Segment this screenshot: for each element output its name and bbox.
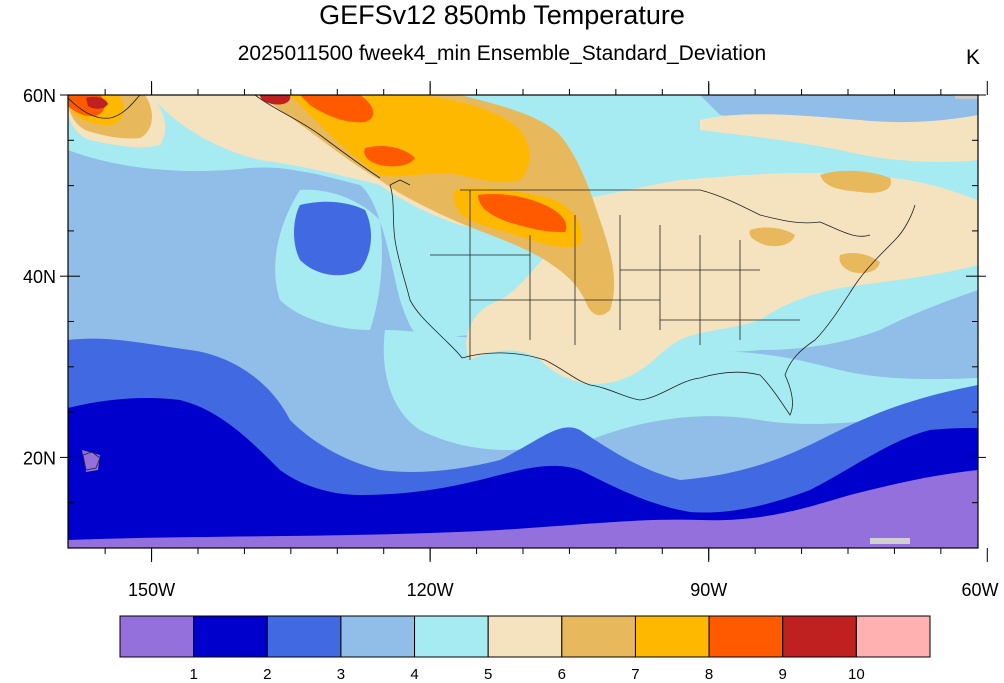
colorbar-swatch	[855, 615, 931, 658]
colorbar-label: 7	[631, 666, 639, 683]
axis-ticks	[60, 81, 988, 562]
lat-label: 20N	[23, 448, 56, 468]
colorbar-swatch	[634, 615, 710, 658]
coastlines	[68, 95, 916, 471]
colorbar-label: 6	[558, 666, 566, 683]
colorbar-swatch	[340, 615, 416, 658]
map-subtitle: 2025011500 fweek4_min Ensemble_Standard_…	[237, 42, 767, 65]
lon-label: 150W	[128, 580, 175, 600]
lon-label: 120W	[407, 580, 454, 600]
colorbar-label: 4	[410, 666, 418, 683]
colorbar-swatch	[119, 615, 195, 658]
colorbar-label: 10	[848, 666, 865, 683]
colorbar-swatch	[487, 615, 563, 658]
colorbar-swatch	[193, 615, 268, 658]
colorbar-swatch	[266, 615, 342, 658]
colorbar-swatch	[782, 615, 857, 658]
colorbar: 1 2 3 4 5 6 7 8 9 10	[119, 615, 931, 683]
lat-label: 40N	[23, 267, 56, 287]
lon-label: 60W	[961, 580, 998, 600]
colorbar-swatch	[561, 615, 636, 658]
units-label: K	[966, 46, 981, 69]
axis-labels: 60N 40N 20N 150W 120W 90W 60W	[23, 86, 999, 600]
colorbar-label: 5	[484, 666, 492, 683]
lon-label: 90W	[690, 580, 727, 600]
colorbar-swatch	[414, 615, 489, 658]
colorbar-label: 1	[189, 666, 197, 683]
colorbar-label: 8	[705, 666, 713, 683]
std-dev-field	[68, 95, 978, 548]
map-title: GEFSv12 850mb Temperature	[319, 0, 685, 30]
colorbar-label: 2	[263, 666, 271, 683]
colorbar-swatch	[708, 615, 784, 658]
colorbar-label: 3	[337, 666, 345, 683]
lat-label: 60N	[23, 86, 56, 106]
colorbar-label: 9	[779, 666, 787, 683]
